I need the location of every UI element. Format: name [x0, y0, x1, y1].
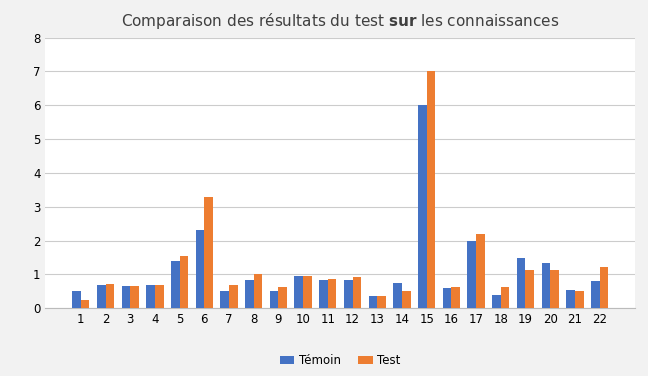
Bar [426, 71, 435, 308]
Bar [517, 258, 526, 308]
Bar [501, 287, 509, 308]
Bar [369, 296, 377, 308]
Bar [155, 285, 163, 308]
Bar [81, 300, 89, 308]
Bar [402, 291, 411, 308]
Bar [254, 274, 262, 308]
Bar [599, 267, 608, 308]
Bar [196, 230, 204, 308]
Bar [344, 279, 353, 308]
Bar [245, 279, 254, 308]
Bar [550, 270, 559, 308]
Bar [591, 281, 599, 308]
Bar [377, 296, 386, 308]
Bar [270, 291, 279, 308]
Bar [476, 234, 485, 308]
Bar [179, 256, 189, 308]
Bar [467, 241, 476, 308]
Bar [353, 277, 361, 308]
Bar [220, 291, 229, 308]
Bar [452, 287, 460, 308]
Bar [279, 287, 287, 308]
Bar [566, 290, 575, 308]
Bar [97, 285, 106, 308]
Bar [526, 270, 534, 308]
Bar [294, 276, 303, 308]
Bar [204, 197, 213, 308]
Bar [72, 291, 81, 308]
Bar [492, 295, 501, 308]
Bar [130, 287, 139, 308]
Bar [328, 279, 336, 308]
Bar [122, 287, 130, 308]
Bar [575, 291, 584, 308]
Bar [303, 276, 312, 308]
Bar [418, 105, 426, 308]
Legend: Témoin, Test: Témoin, Test [275, 349, 406, 372]
Bar [229, 285, 238, 308]
Bar [171, 261, 179, 308]
Bar [393, 283, 402, 308]
Bar [542, 262, 550, 308]
Bar [106, 284, 114, 308]
Title: Comparaison des résultats du test $\bf{sur}$ les connaissances: Comparaison des résultats du test $\bf{s… [121, 12, 559, 32]
Bar [319, 279, 328, 308]
Bar [146, 285, 155, 308]
Bar [443, 288, 452, 308]
